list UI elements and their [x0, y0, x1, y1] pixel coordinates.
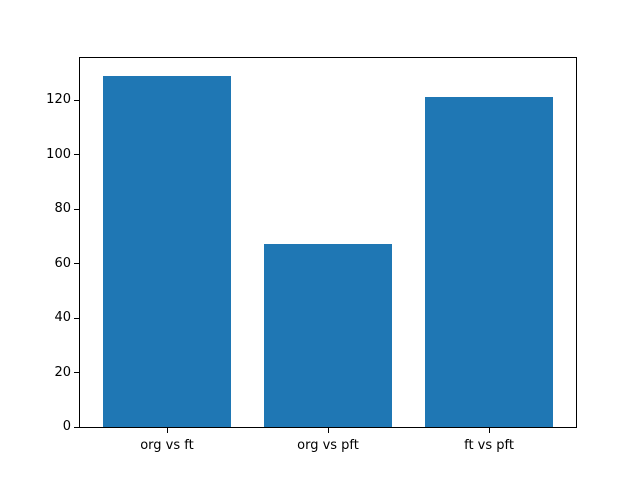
- y-tick-label-60: 60: [54, 255, 71, 271]
- y-tick-20: [74, 372, 79, 373]
- x-tick-label-org-vs-ft: org vs ft: [140, 438, 194, 453]
- bar-org-vs-ft: [102, 75, 232, 427]
- y-tick-label-20: 20: [54, 364, 71, 380]
- x-tick-label-org-vs-pft: org vs pft: [297, 438, 359, 453]
- y-tick-80: [74, 208, 79, 210]
- y-tick-label-100: 100: [46, 146, 71, 162]
- bar-org-vs-pft: [263, 244, 393, 427]
- x-tick-org-vs-pft: [328, 428, 329, 433]
- x-tick-org-vs-ft: [166, 428, 168, 433]
- plot-area: [79, 57, 577, 428]
- x-tick-ft-vs-pft: [489, 428, 491, 433]
- y-tick-60: [74, 263, 79, 265]
- y-tick-120: [74, 99, 79, 101]
- y-tick-label-40: 40: [54, 310, 71, 326]
- bar-ft-vs-pft: [424, 97, 554, 427]
- y-tick-label-120: 120: [46, 92, 71, 108]
- y-tick-label-80: 80: [54, 201, 71, 217]
- x-tick-label-ft-vs-pft: ft vs pft: [464, 438, 514, 453]
- y-tick-label-0: 0: [62, 419, 71, 434]
- y-tick-0: [74, 426, 79, 428]
- y-tick-40: [74, 317, 79, 319]
- y-tick-100: [74, 154, 79, 156]
